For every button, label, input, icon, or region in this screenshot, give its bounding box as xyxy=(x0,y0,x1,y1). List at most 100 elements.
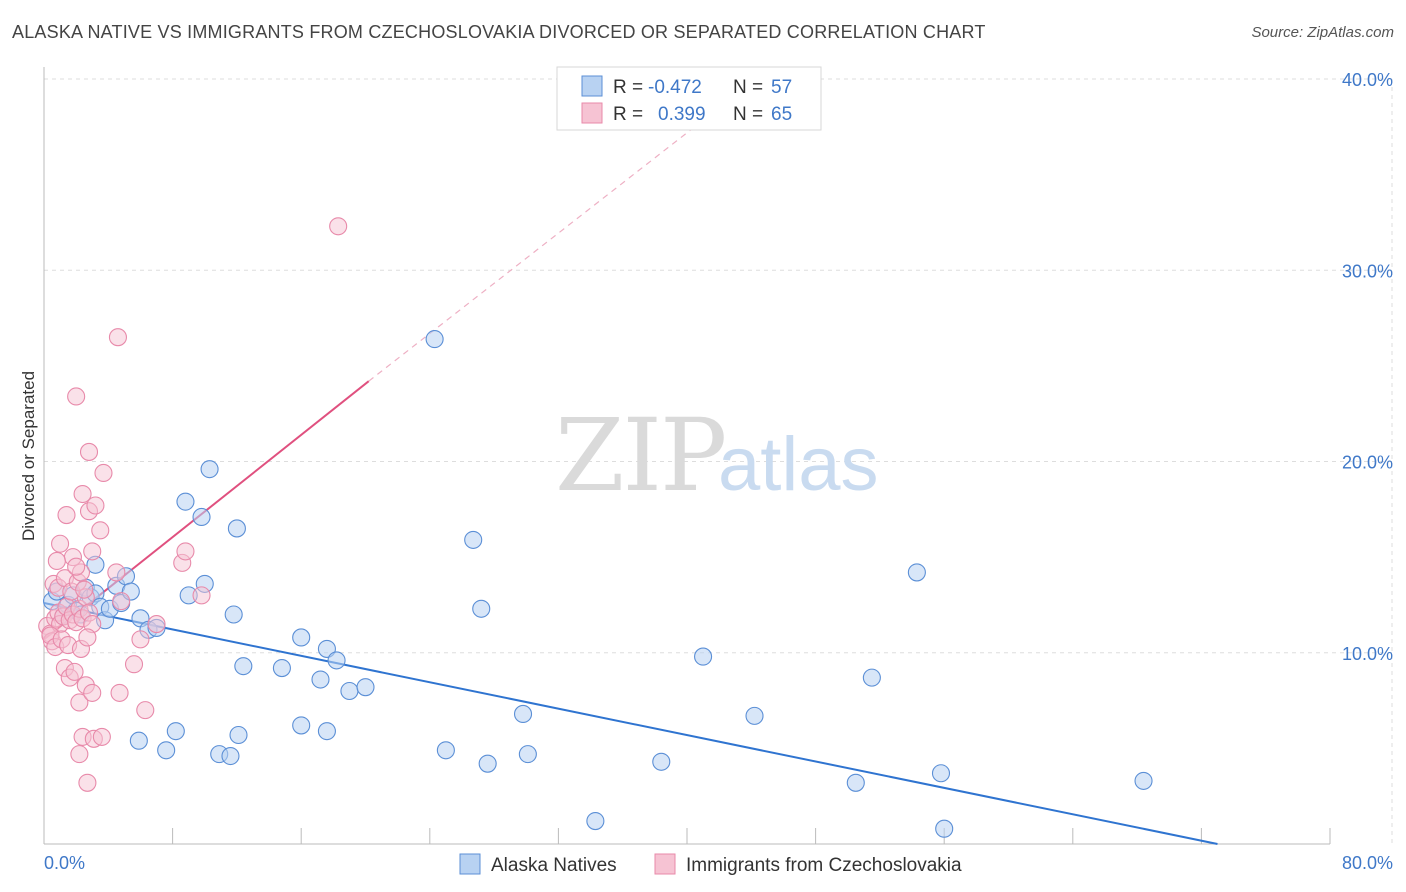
point-alaska-natives xyxy=(221,746,240,766)
point-czechoslovakia xyxy=(67,557,86,576)
point-czechoslovakia xyxy=(131,630,150,649)
point-alaska-natives xyxy=(166,722,185,741)
legend-label-alaska-natives: Alaska Natives xyxy=(491,855,617,876)
bottom-legend: Alaska Natives Immigrants from Czechoslo… xyxy=(459,853,962,876)
watermark-atlas: atlas xyxy=(718,422,879,507)
point-czechoslovakia xyxy=(75,580,94,599)
point-alaska-natives xyxy=(745,706,764,725)
point-czechoslovakia xyxy=(67,387,86,406)
point-alaska-natives xyxy=(157,741,176,760)
point-alaska-natives xyxy=(846,773,865,792)
point-alaska-natives xyxy=(464,530,483,549)
point-czechoslovakia xyxy=(86,496,105,515)
point-czechoslovakia xyxy=(78,628,97,647)
point-czechoslovakia xyxy=(51,534,70,553)
point-alaska-natives xyxy=(292,628,311,647)
legend-label-czechoslovakia: Immigrants from Czechoslovakia xyxy=(686,855,962,876)
point-alaska-natives xyxy=(356,678,375,697)
point-czechoslovakia xyxy=(47,551,66,571)
point-alaska-natives xyxy=(340,681,359,701)
axes xyxy=(43,67,1331,845)
x-tick-label-max: 80.0% xyxy=(1342,853,1393,873)
point-alaska-natives xyxy=(478,754,497,773)
point-czechoslovakia xyxy=(112,592,131,611)
point-alaska-natives xyxy=(317,722,336,741)
stats-n-value-blue: 57 xyxy=(771,77,792,98)
stats-n-value-pink: 65 xyxy=(771,104,792,125)
point-czechoslovakia xyxy=(92,727,111,746)
point-czechoslovakia xyxy=(73,484,92,504)
point-alaska-natives xyxy=(513,704,533,724)
point-alaska-natives xyxy=(327,651,346,670)
point-czechoslovakia xyxy=(329,217,348,236)
point-alaska-natives xyxy=(224,605,243,624)
point-alaska-natives xyxy=(472,599,491,618)
point-alaska-natives xyxy=(425,330,444,349)
point-czechoslovakia xyxy=(108,328,127,347)
legend-swatch-alaska-natives xyxy=(459,853,481,875)
point-alaska-natives xyxy=(192,507,211,527)
point-alaska-natives xyxy=(931,764,951,783)
point-czechoslovakia xyxy=(110,683,129,702)
stats-legend-swatch-blue xyxy=(581,75,603,97)
y-tick-label: 10.0% xyxy=(1342,644,1393,664)
point-alaska-natives xyxy=(1134,771,1153,790)
chart-title: ALASKA NATIVE VS IMMIGRANTS FROM CZECHOS… xyxy=(12,22,986,42)
point-czechoslovakia xyxy=(176,542,195,561)
stats-legend: R = -0.472 N = 57 R = 0.399 N = 65 xyxy=(556,66,822,131)
y-axis-label: Divorced or Separated xyxy=(19,371,38,541)
point-alaska-natives xyxy=(234,657,253,676)
point-czechoslovakia xyxy=(57,505,76,525)
stats-legend-swatch-pink xyxy=(581,102,603,124)
data-points xyxy=(38,217,1153,838)
point-alaska-natives xyxy=(200,460,219,479)
point-czechoslovakia xyxy=(94,463,113,483)
stats-r-label-pink: R = xyxy=(613,104,643,125)
point-alaska-natives xyxy=(229,725,248,745)
point-czechoslovakia xyxy=(136,701,155,720)
source-label: Source: ZipAtlas.com xyxy=(1251,24,1394,41)
point-czechoslovakia xyxy=(107,563,126,582)
point-czechoslovakia xyxy=(70,745,89,764)
point-alaska-natives xyxy=(176,492,195,511)
point-alaska-natives xyxy=(862,668,881,687)
x-tick-label-min: 0.0% xyxy=(44,853,85,873)
y-tick-label: 30.0% xyxy=(1342,261,1393,281)
stats-r-label-blue: R = xyxy=(613,77,643,98)
point-czechoslovakia xyxy=(65,662,84,681)
point-czechoslovakia xyxy=(192,586,211,605)
point-alaska-natives xyxy=(272,658,291,678)
point-alaska-natives xyxy=(935,819,954,838)
point-alaska-natives xyxy=(652,752,671,771)
point-czechoslovakia xyxy=(147,615,166,634)
point-czechoslovakia xyxy=(91,521,110,540)
stats-r-value-pink: 0.399 xyxy=(658,104,706,125)
point-alaska-natives xyxy=(311,670,330,689)
point-czechoslovakia xyxy=(70,693,89,712)
stats-n-label-blue: N = xyxy=(733,77,763,98)
point-czechoslovakia xyxy=(124,655,144,674)
y-tick-label: 40.0% xyxy=(1342,70,1393,90)
point-alaska-natives xyxy=(129,731,148,750)
point-alaska-natives xyxy=(907,563,926,582)
point-czechoslovakia xyxy=(79,442,99,461)
watermark-zip: ZIP xyxy=(555,397,725,514)
point-alaska-natives xyxy=(586,811,605,831)
point-czechoslovakia xyxy=(78,773,97,792)
y-tick-label: 20.0% xyxy=(1342,453,1393,473)
point-alaska-natives xyxy=(292,716,311,735)
stats-r-value-blue: -0.472 xyxy=(648,77,702,98)
trend-line-alaska-natives xyxy=(43,602,1218,845)
point-czechoslovakia xyxy=(83,683,102,702)
point-alaska-natives xyxy=(436,741,455,760)
legend-swatch-czechoslovakia xyxy=(654,853,676,875)
point-alaska-natives xyxy=(518,745,537,764)
trend-line-czechoslovakia-extension xyxy=(368,107,720,382)
point-alaska-natives xyxy=(227,519,246,538)
point-czechoslovakia xyxy=(83,542,102,561)
stats-n-label-pink: N = xyxy=(733,104,763,125)
watermark: ZIP atlas xyxy=(555,397,879,514)
tick-labels: 10.0% 20.0% 30.0% 40.0% 0.0% 80.0% xyxy=(44,70,1393,873)
point-alaska-natives xyxy=(694,647,713,666)
